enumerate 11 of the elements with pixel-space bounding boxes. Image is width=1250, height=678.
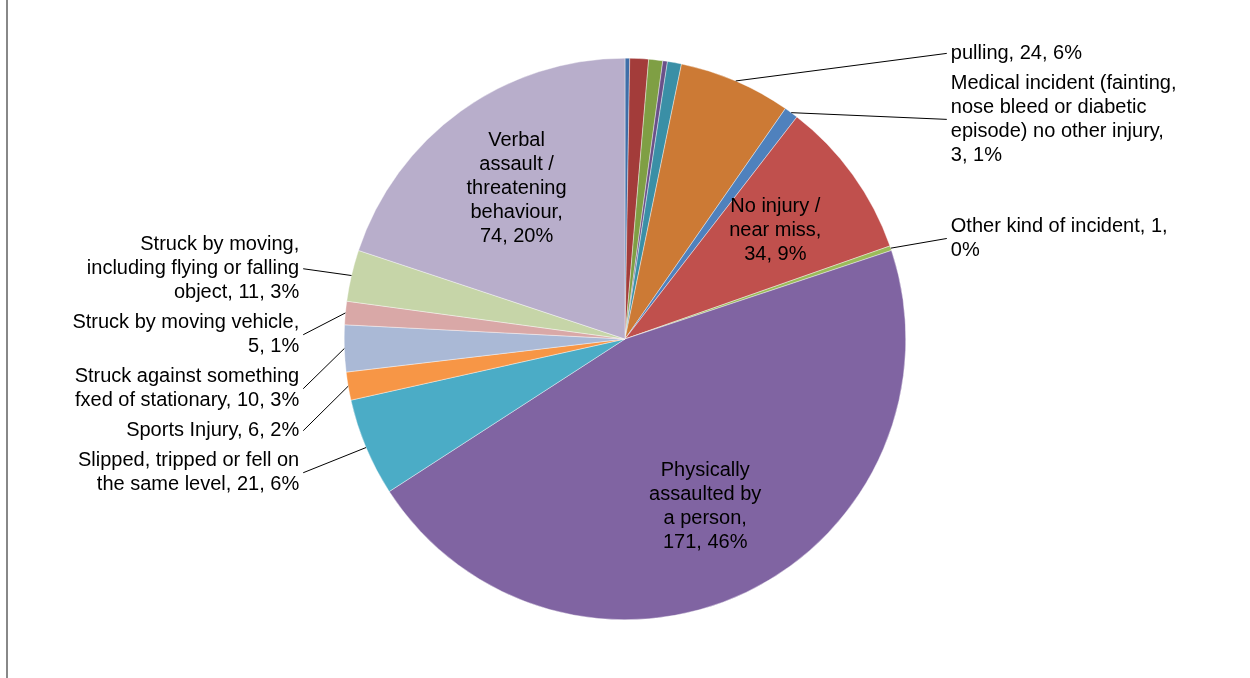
slice-label: Sports Injury, 6, 2%: [126, 418, 300, 441]
slice-label: Struck against something fxed of stationary, 10, 3%: [74, 364, 300, 411]
slice-label: Struck by moving, including flying or falling object, 11, 3%: [86, 232, 300, 303]
slice-label: No injury / near miss, 34, 9%: [729, 194, 822, 265]
slice-label: Verbal assault / threatening behaviour, 74, 20%: [466, 128, 567, 247]
slice-label: Physically assaulted by a person, 171, 46%: [649, 457, 762, 552]
slice-label: Other kind of incident, 1, 0%: [950, 213, 1168, 260]
slice-label: Medical incident (fainting, nose bleed or diabetic episode) no other injury, 3, 1%: [950, 70, 1177, 165]
slice-label: Slipped, tripped or fell on the same level, 21, 6%: [77, 448, 300, 495]
slice-label: pulling, 24, 6%: [950, 40, 1083, 63]
slice-label: Struck by moving vehicle, 5, 1%: [72, 310, 300, 357]
